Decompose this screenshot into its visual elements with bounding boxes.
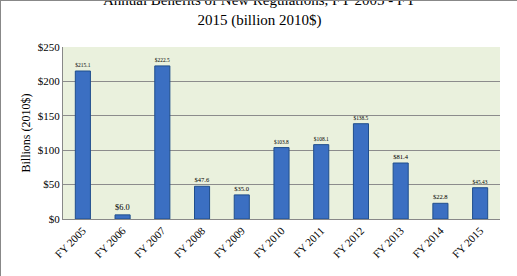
svg-text:FY 2011: FY 2011 <box>291 225 326 260</box>
svg-text:$150: $150 <box>38 110 61 122</box>
svg-text:FY 2008: FY 2008 <box>172 224 208 260</box>
svg-text:FY 2014: FY 2014 <box>410 224 446 260</box>
svg-text:FY 2009: FY 2009 <box>211 224 247 260</box>
svg-text:Billions (2010$): Billions (2010$) <box>19 93 33 172</box>
svg-text:$22.8: $22.8 <box>433 193 448 200</box>
svg-text:FY 2005: FY 2005 <box>53 224 89 260</box>
svg-text:FY 2012: FY 2012 <box>331 225 367 261</box>
svg-text:$45.43: $45.43 <box>473 179 488 185</box>
svg-text:$103.8: $103.8 <box>274 139 289 145</box>
svg-text:$200: $200 <box>38 75 61 87</box>
svg-text:FY 2006: FY 2006 <box>92 224 128 260</box>
svg-text:$35.0: $35.0 <box>234 185 249 192</box>
svg-text:FY 2015: FY 2015 <box>450 224 486 260</box>
svg-text:$222.5: $222.5 <box>155 57 170 63</box>
svg-text:Annual Benefits of New Regulat: Annual Benefits of New Regulations, FY 2… <box>103 1 416 29</box>
svg-text:$81.4: $81.4 <box>393 153 408 160</box>
svg-text:$0: $0 <box>49 213 61 225</box>
svg-text:$6.0: $6.0 <box>115 203 130 212</box>
svg-text:$108.1: $108.1 <box>314 136 329 142</box>
svg-text:FY 2007: FY 2007 <box>132 224 168 260</box>
svg-text:$47.6: $47.6 <box>195 176 210 183</box>
svg-text:$50: $50 <box>43 178 60 190</box>
svg-text:FY 2013: FY 2013 <box>370 224 406 260</box>
svg-text:$138.5: $138.5 <box>353 115 368 121</box>
svg-text:FY 2010: FY 2010 <box>251 224 287 260</box>
svg-text:$100: $100 <box>38 144 61 156</box>
svg-text:$250: $250 <box>38 41 61 53</box>
svg-text:$215.1: $215.1 <box>75 62 90 68</box>
